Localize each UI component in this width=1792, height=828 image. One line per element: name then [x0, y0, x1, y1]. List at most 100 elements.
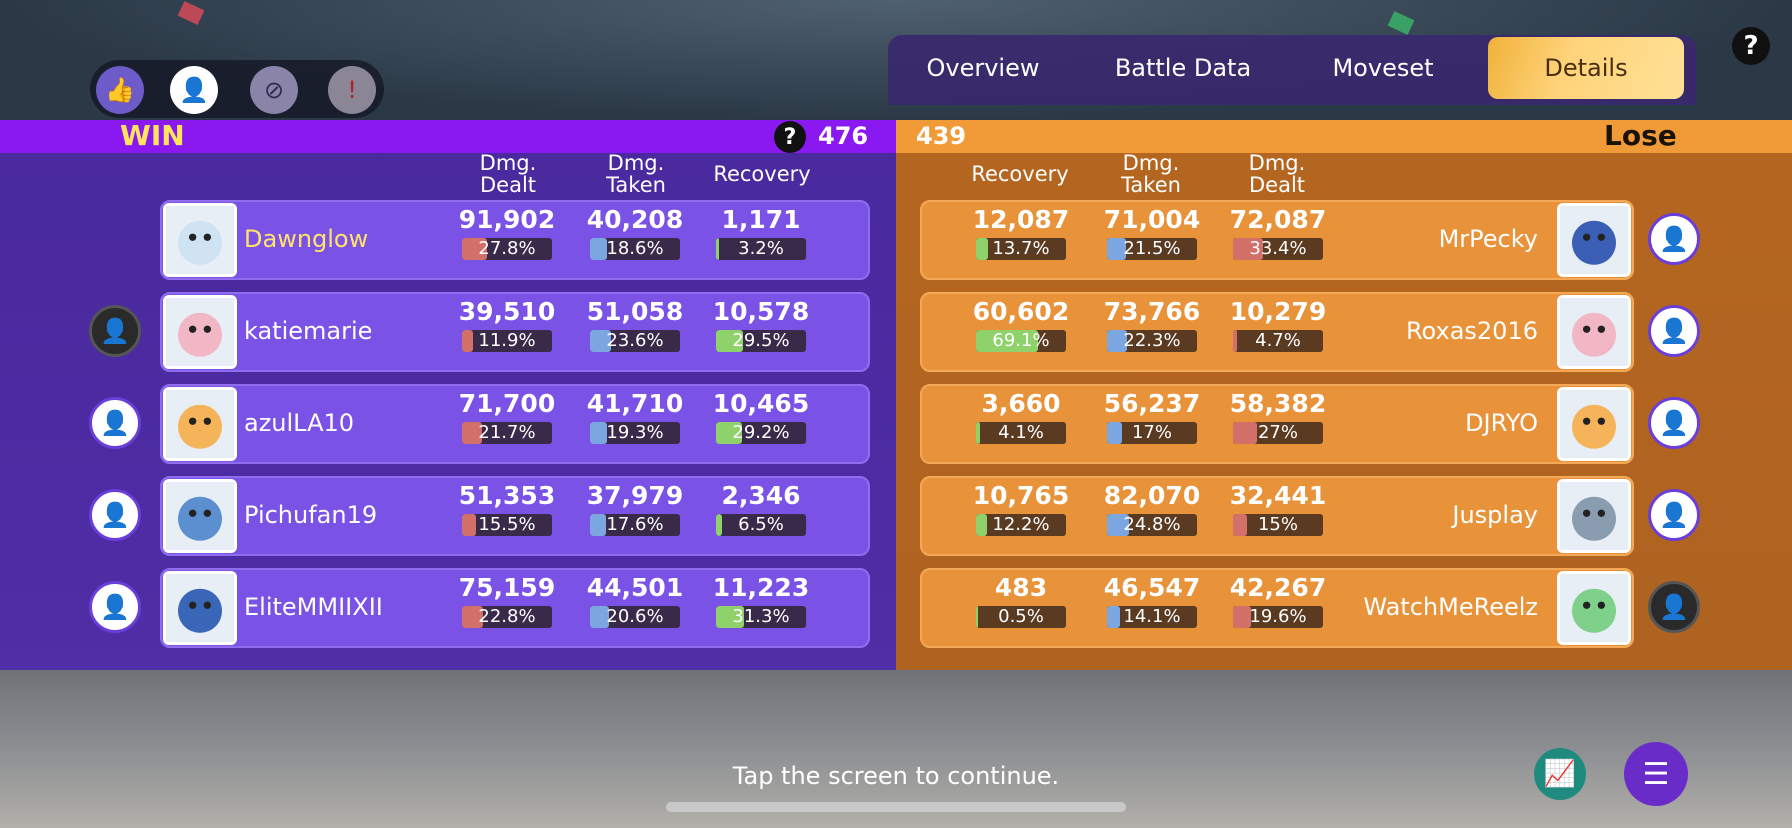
dmg-taken-fill: [1107, 514, 1130, 536]
dmg-taken: 56,237 17%: [1097, 388, 1207, 444]
help-icon[interactable]: ?: [1732, 27, 1770, 65]
dmg-taken: 46,547 14.1%: [1097, 572, 1207, 628]
report-icon[interactable]: !: [328, 66, 376, 114]
dmg-taken-percent: 19.3%: [606, 422, 664, 443]
block-user-icon[interactable]: ⊘: [250, 66, 298, 114]
dmg-dealt-fill: [462, 606, 483, 628]
header-recovery: Recovery: [713, 162, 811, 186]
recovery-bar: 3.2%: [716, 238, 806, 260]
add-friend-icon[interactable]: 👤: [89, 489, 141, 541]
add-friend-icon[interactable]: 👤: [89, 305, 141, 357]
recovery: 60,602 69.1%: [966, 296, 1076, 352]
list-icon[interactable]: ☰: [1624, 742, 1688, 806]
recovery-bar: 69.1%: [976, 330, 1066, 352]
recovery-percent: 6.5%: [738, 514, 784, 535]
pokemon-avatar: [163, 295, 237, 369]
dmg-taken: 40,208 18.6%: [580, 204, 690, 260]
dmg-dealt-bar: 33.4%: [1233, 238, 1323, 260]
continue-prompt[interactable]: Tap the screen to continue.: [732, 762, 1060, 790]
dmg-dealt: 32,441 15%: [1223, 480, 1333, 536]
dmg-taken-fill: [590, 238, 607, 260]
recovery-percent: 0.5%: [998, 606, 1044, 627]
recovery-bar: 4.1%: [976, 422, 1066, 444]
dmg-dealt-bar: 27%: [1233, 422, 1323, 444]
player-row[interactable]: Dawnglow 91,902 27.8% 40,208 18.6% 1,171 3.2%: [160, 200, 870, 280]
chart-icon[interactable]: 📈: [1534, 748, 1586, 800]
pokemon-avatar: [1557, 295, 1631, 369]
add-friend-icon[interactable]: 👤: [1648, 397, 1700, 449]
player-name: Dawnglow: [244, 225, 369, 253]
dmg-taken-fill: [590, 422, 608, 444]
player-row[interactable]: Pichufan19 51,353 15.5% 37,979 17.6% 2,346 6.5…: [160, 476, 870, 556]
recovery-value: 12,087: [972, 205, 1070, 234]
score-help-icon[interactable]: ?: [774, 121, 806, 153]
add-friend-icon[interactable]: 👤: [1648, 213, 1700, 265]
dmg-taken-fill: [1107, 330, 1128, 352]
home-indicator[interactable]: [666, 802, 1126, 812]
dmg-taken-bar: 17%: [1107, 422, 1197, 444]
tab-battle-data[interactable]: Battle Data: [1114, 54, 1252, 82]
dmg-taken-percent: 21.5%: [1123, 238, 1181, 259]
pokemon-avatar: [1557, 571, 1631, 645]
header-dmg-dealt: Dmg. Dealt: [1248, 151, 1306, 197]
tab-overview[interactable]: Overview: [926, 54, 1040, 82]
recovery-percent: 4.1%: [998, 422, 1044, 443]
add-friend-icon[interactable]: 👤: [1648, 489, 1700, 541]
player-row[interactable]: EliteMMIIXII 75,159 22.8% 44,501 20.6% 11,223…: [160, 568, 870, 648]
dmg-taken-value: 41,710: [586, 389, 684, 418]
player-name: azulLA10: [244, 409, 355, 437]
dmg-taken-value: 82,070: [1103, 481, 1201, 510]
recovery-fill: [716, 422, 743, 444]
dmg-dealt-fill: [462, 514, 476, 536]
tab-moveset[interactable]: Moveset: [1332, 54, 1434, 82]
dmg-taken-value: 37,979: [586, 481, 684, 510]
recovery-percent: 12.2%: [992, 514, 1050, 535]
player-row[interactable]: WatchMeReelz 483 0.5% 46,547 14.1% 42,267 19.6…: [920, 568, 1634, 648]
player-row[interactable]: Jusplay 10,765 12.2% 82,070 24.8% 32,441 15%: [920, 476, 1634, 556]
dmg-dealt-value: 10,279: [1229, 297, 1327, 326]
dmg-dealt: 91,902 27.8%: [452, 204, 562, 260]
tab-details[interactable]: Details: [1488, 37, 1684, 99]
dmg-dealt-percent: 19.6%: [1249, 606, 1307, 627]
recovery-fill: [716, 514, 722, 536]
recovery-fill: [976, 238, 989, 260]
player-row[interactable]: Roxas2016 60,602 69.1% 73,766 22.3% 10,279 4.7…: [920, 292, 1634, 372]
add-friend-icon[interactable]: 👤: [1648, 305, 1700, 357]
pokemon-avatar: [1557, 203, 1631, 277]
player-name: WatchMeReelz: [1363, 593, 1538, 621]
dmg-dealt-value: 42,267: [1229, 573, 1327, 602]
recovery: 12,087 13.7%: [966, 204, 1076, 260]
dmg-dealt-percent: 4.7%: [1255, 330, 1301, 351]
lose-label: Lose: [1604, 119, 1677, 152]
dmg-dealt-percent: 15%: [1257, 514, 1298, 535]
add-friend-icon[interactable]: 👤: [1648, 581, 1700, 633]
add-friend-icon[interactable]: 👤: [89, 397, 141, 449]
recovery-fill: [976, 606, 978, 628]
player-row[interactable]: katiemarie 39,510 11.9% 51,058 23.6% 10,578 29…: [160, 292, 870, 372]
player-row[interactable]: MrPecky 12,087 13.7% 71,004 21.5% 72,087 33.4%: [920, 200, 1634, 280]
dmg-dealt-percent: 33.4%: [1249, 238, 1307, 259]
recovery-percent: 29.5%: [732, 330, 790, 351]
recovery: 2,346 6.5%: [706, 480, 816, 536]
dmg-dealt-bar: 21.7%: [462, 422, 552, 444]
add-friend-icon[interactable]: 👤: [170, 66, 218, 114]
dmg-dealt-fill: [1233, 238, 1264, 260]
player-row[interactable]: azulLA10 71,700 21.7% 41,710 19.3% 10,465 29.2…: [160, 384, 870, 464]
dmg-dealt-value: 39,510: [458, 297, 556, 326]
recovery: 10,578 29.5%: [706, 296, 816, 352]
dmg-taken-value: 44,501: [586, 573, 684, 602]
player-row[interactable]: DJRYO 3,660 4.1% 56,237 17% 58,382 27%: [920, 384, 1634, 464]
recovery-percent: 31.3%: [732, 606, 790, 627]
arena-floor: [0, 660, 1792, 828]
recovery: 10,765 12.2%: [966, 480, 1076, 536]
dmg-taken-bar: 18.6%: [590, 238, 680, 260]
dmg-dealt-fill: [462, 422, 482, 444]
add-friend-icon[interactable]: 👤: [89, 581, 141, 633]
pokemon-avatar: [163, 571, 237, 645]
dmg-dealt-fill: [1233, 422, 1258, 444]
thumbs-up-icon[interactable]: 👍: [96, 66, 144, 114]
dmg-taken-bar: 14.1%: [1107, 606, 1197, 628]
recovery-bar: 13.7%: [976, 238, 1066, 260]
player-name: Jusplay: [1452, 501, 1538, 529]
dmg-dealt: 39,510 11.9%: [452, 296, 562, 352]
